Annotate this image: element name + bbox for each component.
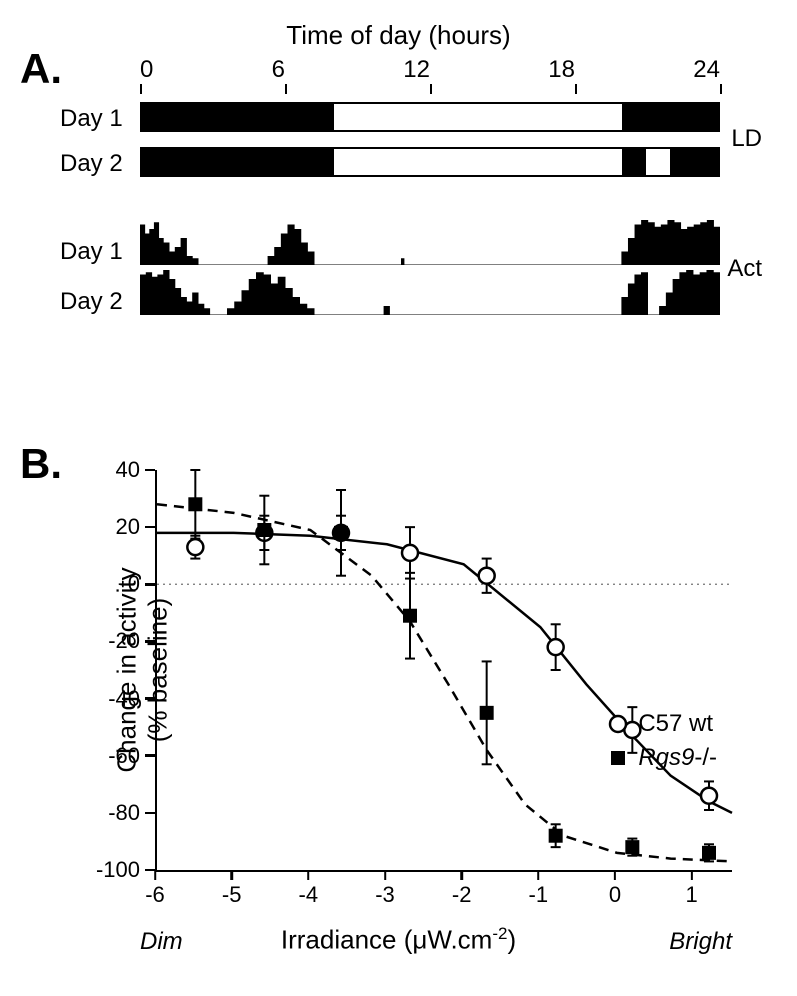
chart-area bbox=[155, 470, 732, 872]
x-axis-label-close: ) bbox=[507, 925, 516, 955]
legend-item-c57: C57 wt bbox=[598, 710, 717, 738]
figure: A. Time of day (hours) 0 6 12 18 24 Day … bbox=[20, 20, 777, 970]
ld-bar-day1 bbox=[140, 102, 720, 132]
x-end-bright: Bright bbox=[669, 928, 732, 956]
legend: C57 wt Rgs9-/- bbox=[598, 710, 717, 778]
tick-label: 6 bbox=[272, 56, 285, 84]
tick-label: 18 bbox=[548, 56, 575, 84]
x-axis-label-sup: -2 bbox=[492, 924, 507, 943]
panel-a-x-ticks: 0 6 12 18 24 bbox=[140, 56, 720, 84]
tick-label: 0 bbox=[140, 56, 153, 84]
filled-square-icon bbox=[598, 748, 638, 768]
row-label-day2-ld: Day 2 bbox=[60, 150, 123, 178]
actogram-day2 bbox=[140, 270, 720, 315]
panel-a-label: A. bbox=[20, 45, 62, 93]
x-end-dim: Dim bbox=[140, 928, 183, 956]
row-label-day1-act: Day 1 bbox=[60, 238, 123, 266]
open-circle-icon bbox=[598, 714, 638, 734]
legend-label-rest: -/- bbox=[694, 744, 717, 771]
row-label-day1-ld: Day 1 bbox=[60, 105, 123, 133]
x-ticks: -6-5-4-3-2-101 bbox=[155, 870, 730, 910]
x-axis-label-text: Irradiance (μW.cm bbox=[281, 925, 492, 955]
panel-a-tick-marks bbox=[140, 84, 720, 94]
legend-label: C57 wt bbox=[638, 710, 713, 738]
legend-label-italic: Rgs9 bbox=[638, 744, 694, 771]
panel-b-label: B. bbox=[20, 440, 62, 488]
actogram-day1 bbox=[140, 220, 720, 265]
tick-label: 12 bbox=[403, 56, 430, 84]
tick-label: 24 bbox=[693, 56, 720, 84]
panel-b: B. Change in activity (% baseline) 40200… bbox=[20, 440, 777, 970]
panel-a-axis-title: Time of day (hours) bbox=[286, 20, 510, 51]
panel-a: A. Time of day (hours) 0 6 12 18 24 Day … bbox=[20, 20, 777, 400]
x-axis-label: Irradiance (μW.cm-2) bbox=[281, 924, 516, 956]
legend-label: Rgs9-/- bbox=[638, 744, 717, 772]
side-label-act: Act bbox=[727, 255, 762, 283]
ld-bar-day2 bbox=[140, 147, 720, 177]
row-label-day2-act: Day 2 bbox=[60, 288, 123, 316]
legend-item-rgs9: Rgs9-/- bbox=[598, 744, 717, 772]
side-label-ld: LD bbox=[731, 125, 762, 153]
y-ticks: 40200-20-40-60-80-100 bbox=[115, 470, 155, 870]
